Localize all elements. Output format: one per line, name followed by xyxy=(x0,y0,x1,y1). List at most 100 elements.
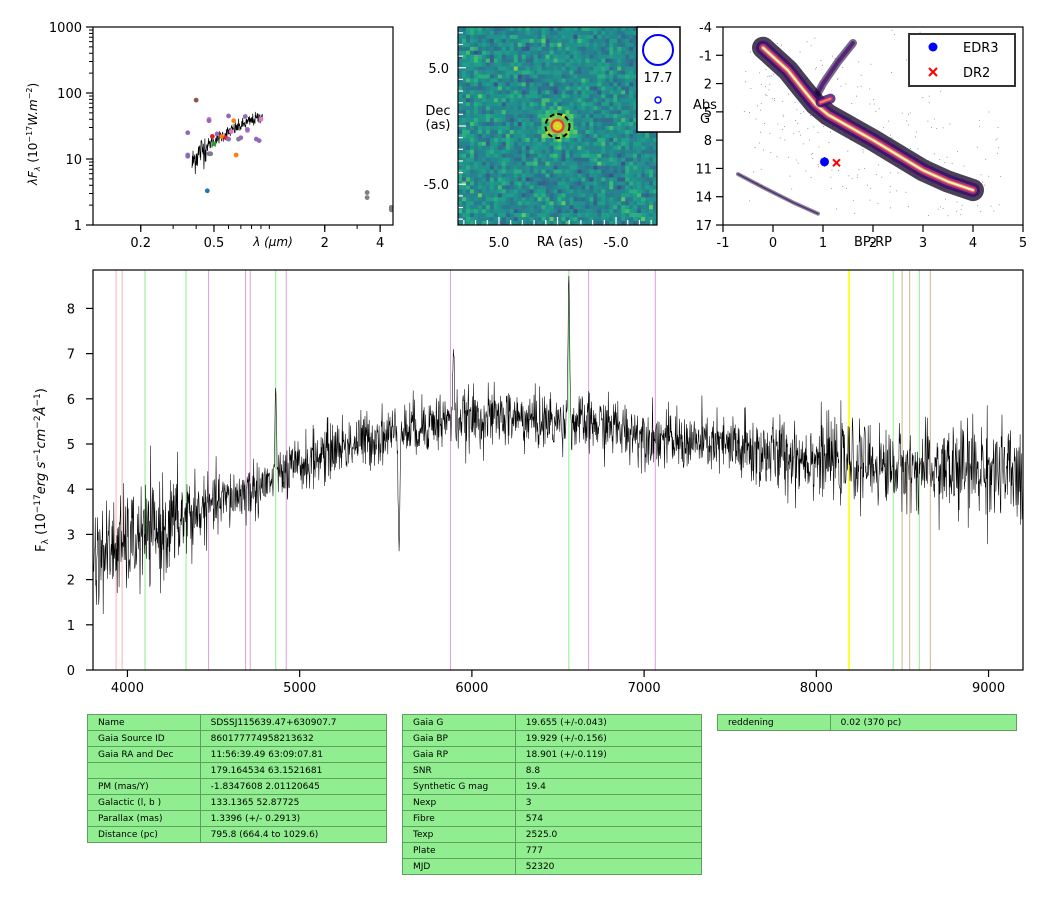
table-cell-label: Gaia RP xyxy=(402,746,516,763)
legend-label-large: 17.7 xyxy=(644,71,673,86)
sed-point xyxy=(209,134,215,139)
edr3-point xyxy=(820,157,829,167)
table-row: Fibre 574 xyxy=(402,810,703,827)
table-cell-value: 179.164534 63.1521681 xyxy=(199,762,388,779)
source-marker-yellow xyxy=(553,121,562,131)
image-xtick-label: 5.0 xyxy=(489,236,510,251)
spectrum-xtick-label: 4000 xyxy=(111,681,144,696)
spectrum-ytick-label: 7 xyxy=(67,348,75,363)
info-table-photometry: Gaia G 19.655 (+/-0.043) Gaia BP 19.929 (+/… xyxy=(402,714,703,875)
table-cell-value: 11:56:39.49 63:09:07.81 xyxy=(199,746,388,763)
table-cell-label xyxy=(87,762,201,779)
spectrum-ytick-label: 4 xyxy=(67,483,75,498)
hr-xtick-label: 5 xyxy=(1019,236,1027,251)
table-cell-label: Gaia RA and Dec xyxy=(87,746,201,763)
sed-panel: 1 10 100 1000 0.2 0.5 2 4 λ (μm) λFλ (10−17W.m−… xyxy=(25,21,394,251)
table-cell-label: Gaia BP xyxy=(402,730,516,747)
table-cell-label: Texp xyxy=(402,826,516,843)
legend-circle-large xyxy=(642,34,674,66)
sed-point xyxy=(233,152,239,158)
table-cell-label: Synthetic G mag xyxy=(402,778,516,795)
source-marker-red xyxy=(550,119,565,133)
table-cell-value: 19.655 (+/-0.043) xyxy=(514,714,703,731)
hr-xlabel: BP-RP xyxy=(854,235,892,250)
table-row: Plate 777 xyxy=(402,842,703,859)
table-row: Gaia BP 19.929 (+/-0.156) xyxy=(402,730,703,747)
table-row: Texp 2525.0 xyxy=(402,826,703,843)
table-cell-value: 18.901 (+/-0.119) xyxy=(514,746,703,763)
sed-point xyxy=(364,195,370,201)
image-ytick-label: 5.0 xyxy=(428,62,449,77)
image-cutout-panel: 5.0 -5.0 5.0 -5.0 17.7 21.7 RA (as) Dec (as) xyxy=(424,26,681,251)
table-cell-value: 52320 xyxy=(514,858,703,875)
sed-ylabel: λFλ (10−17W.m−2) xyxy=(25,83,42,186)
table-cell-value: 860177774958213632 xyxy=(199,730,388,747)
hr-xtick-label: 2 xyxy=(869,236,877,251)
image-legend: 17.7 21.7 xyxy=(636,26,681,133)
table-row: Distance (pc) 795.8 (664.4 to 1029.6) xyxy=(87,826,388,843)
hr-diagram-panel: -1 0 1 2 3 4 5 -4 -1 2 5 8 11 14 17 EDR3 DR2 BP-RP Abs… xyxy=(693,21,1027,251)
info-table-astrometry: Name SDSSJ115639.47+630907.7 Gaia Source I… xyxy=(87,714,388,843)
sed-point xyxy=(388,207,393,213)
spectrum-ylabel: Fλ (10−17erg s−1cm−2Å−1) xyxy=(33,388,51,552)
table-cell-value: 133.1365 52.87725 xyxy=(199,794,388,811)
table-cell-label: Gaia Source ID xyxy=(87,730,201,747)
table-row: Nexp 3 xyxy=(402,794,703,811)
table-cell-value: 19.4 xyxy=(514,778,703,795)
legend-label-small: 21.7 xyxy=(644,109,673,124)
legend-marker-edr3 xyxy=(928,42,938,52)
spectrum-xtick-label: 7000 xyxy=(628,681,661,696)
spectrum-ytick-label: 0 xyxy=(67,664,75,679)
table-row: Name SDSSJ115639.47+630907.7 xyxy=(87,714,388,731)
sed-ytick-label: 1 xyxy=(74,219,82,234)
hr-xtick-label: 1 xyxy=(819,236,827,251)
table-cell-label: reddening xyxy=(717,714,831,731)
hr-xtick-label: 4 xyxy=(969,236,977,251)
spectrum-xtick-label: 5000 xyxy=(283,681,316,696)
hr-ytick-label: 11 xyxy=(695,162,712,177)
table-cell-label: Distance (pc) xyxy=(87,826,201,843)
table-cell-label: Gaia G xyxy=(402,714,516,731)
sed-point xyxy=(206,118,212,124)
info-table-reddening: reddening 0.02 (370 pc) xyxy=(717,714,1018,731)
table-cell-label: MJD xyxy=(402,858,516,875)
spectrum-flux-line xyxy=(93,275,1023,615)
sed-point xyxy=(211,141,217,147)
spectrum-ytick-label: 5 xyxy=(67,438,75,453)
table-cell-label: Name xyxy=(87,714,201,731)
hr-ytick-label: 5 xyxy=(704,106,712,121)
sed-point xyxy=(204,188,210,194)
hr-ytick-label: 17 xyxy=(695,219,712,234)
sed-xtick-label: 0.2 xyxy=(130,236,151,251)
table-row: Gaia Source ID 860177774958213632 xyxy=(87,730,388,747)
table-cell-label: Nexp xyxy=(402,794,516,811)
table-cell-label: PM (mas/Y) xyxy=(87,778,201,795)
hr-ytick-label: -4 xyxy=(699,21,712,36)
legend-marker-dr2 xyxy=(928,67,938,77)
table-row: MJD 52320 xyxy=(402,858,703,875)
table-cell-label: Galactic (l, b ) xyxy=(87,794,201,811)
sed-xlabel: λ (μm) xyxy=(252,235,293,249)
sed-point xyxy=(185,130,191,136)
legend-circle-small xyxy=(654,96,662,104)
sed-point xyxy=(193,97,199,103)
table-row: SNR 8.8 xyxy=(402,762,703,779)
table-row: reddening 0.02 (370 pc) xyxy=(717,714,1018,731)
table-row: 179.164534 63.1521681 xyxy=(87,762,388,779)
table-cell-value: 3 xyxy=(514,794,703,811)
image-xtick-label: -5.0 xyxy=(603,236,628,251)
legend-label-edr3: EDR3 xyxy=(963,41,999,56)
source-glow xyxy=(545,114,570,138)
table-cell-label: Fibre xyxy=(402,810,516,827)
hr-ytick-label: 8 xyxy=(704,134,712,149)
spectrum-ytick-label: 8 xyxy=(67,302,75,317)
table-cell-value: 574 xyxy=(514,810,703,827)
hr-xtick-label: 0 xyxy=(769,236,777,251)
sed-point xyxy=(219,134,224,139)
table-cell-value: 1.3396 (+/- 0.2913) xyxy=(199,810,388,827)
table-row: Gaia RA and Dec 11:56:39.49 63:09:07.81 xyxy=(87,746,388,763)
table-cell-value: 795.8 (664.4 to 1029.6) xyxy=(199,826,388,843)
sed-point xyxy=(185,153,191,159)
sed-xtick-label: 0.5 xyxy=(204,236,225,251)
